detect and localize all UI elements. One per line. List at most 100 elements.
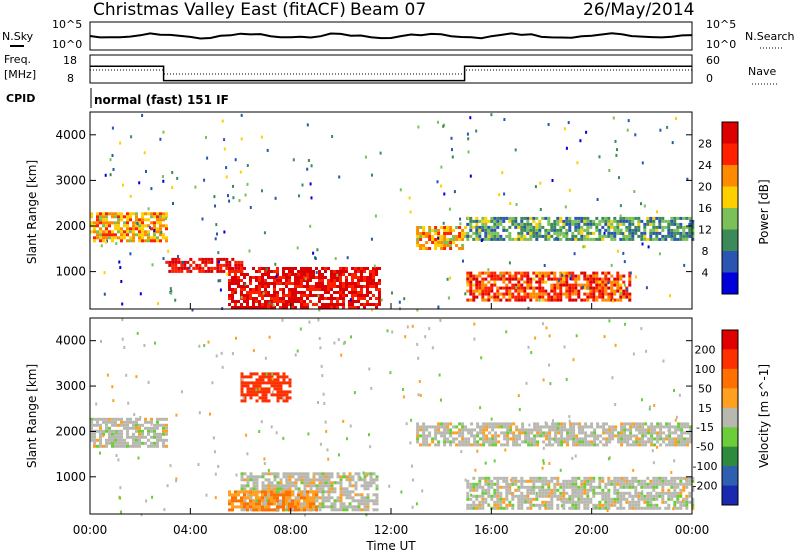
- power-echo-cell: [437, 229, 441, 232]
- velocity-echo-cell: [530, 440, 534, 444]
- velocity-echo-cell: [587, 443, 591, 447]
- power-echo-cell: [285, 279, 288, 282]
- power-echo-cell: [237, 306, 240, 309]
- power-echo-cell: [458, 232, 462, 235]
- power-echo-cell: [532, 286, 536, 290]
- velocity-echo-cell: [691, 497, 695, 501]
- power-echo-cell: [288, 303, 291, 306]
- power-echo-cell: [484, 234, 488, 238]
- power-echo-cell: [255, 291, 258, 294]
- power-echo-cell: [147, 212, 150, 216]
- velocity-echo-cell: [147, 438, 150, 442]
- velocity-echo-cell: [596, 425, 600, 429]
- power-echo-cell: [210, 257, 214, 261]
- velocity-echo-cell: [138, 441, 141, 445]
- power-echo-cell: [327, 267, 330, 270]
- velocity-echo-cell: [270, 472, 274, 476]
- velocity-echo-cell: [508, 491, 512, 495]
- power-echo-cell: [186, 269, 190, 273]
- power-scatter-cell: [464, 292, 467, 296]
- power-scatter-cell: [148, 226, 151, 229]
- power-echo-cell: [487, 271, 491, 275]
- velocity-echo-cell: [258, 378, 262, 382]
- velocity-scatter-cell: [641, 490, 644, 494]
- power-echo-cell: [186, 260, 190, 264]
- velocity-echo-cell: [252, 481, 256, 485]
- velocity-scatter-cell: [231, 352, 234, 356]
- power-echo-cell: [637, 234, 641, 238]
- power-echo-cell: [541, 298, 545, 302]
- velocity-echo-cell: [434, 437, 438, 441]
- velocity-echo-cell: [114, 441, 117, 445]
- velocity-echo-cell: [508, 503, 512, 507]
- power-echo-cell: [261, 306, 264, 309]
- velocity-echo-cell: [488, 422, 492, 426]
- power-echo-cell: [586, 237, 590, 241]
- velocity-echo-cell: [354, 484, 358, 488]
- velocity-scatter-cell: [428, 327, 431, 331]
- power-echo-cell: [228, 282, 231, 285]
- power-echo-cell: [526, 231, 530, 235]
- power-scatter-cell: [159, 137, 162, 141]
- power-echo-cell: [547, 216, 551, 220]
- power-echo-cell: [99, 218, 102, 222]
- power-echo-cell: [532, 225, 536, 229]
- velocity-echo-cell: [658, 491, 662, 495]
- power-echo-cell: [514, 274, 518, 278]
- power-echo-cell: [691, 234, 695, 238]
- power-echo-cell: [126, 239, 129, 243]
- velocity-echo-cell: [601, 476, 605, 480]
- velocity-echo-cell: [577, 488, 581, 492]
- velocity-echo-cell: [667, 482, 671, 486]
- velocity-echo-cell: [640, 491, 644, 495]
- power-echo-cell: [562, 280, 566, 284]
- velocity-echo-cell: [547, 500, 551, 504]
- velocity-echo-cell: [614, 434, 618, 438]
- velocity-echo-cell: [240, 375, 244, 379]
- velocity-echo-cell: [96, 420, 99, 424]
- velocity-echo-cell: [264, 396, 268, 400]
- velocity-echo-cell: [294, 496, 298, 500]
- velocity-echo-cell: [551, 425, 555, 429]
- power-echo-cell: [613, 292, 617, 296]
- velocity-echo-cell: [587, 434, 591, 438]
- power-echo-cell: [261, 282, 264, 285]
- power-echo-cell: [502, 237, 506, 241]
- velocity-echo-cell: [487, 494, 491, 498]
- velocity-scatter-cell: [151, 495, 154, 499]
- velocity-echo-cell: [506, 434, 510, 438]
- power-echo-cell: [246, 297, 249, 300]
- velocity-echo-cell: [476, 443, 480, 447]
- velocity-echo-cell: [533, 440, 537, 444]
- velocity-echo-cell: [661, 497, 665, 501]
- power-scatter-cell: [656, 210, 658, 214]
- velocity-echo-cell: [345, 478, 349, 482]
- power-echo-cell: [598, 280, 602, 284]
- power-echo-cell: [577, 228, 581, 232]
- power-echo-cell: [267, 282, 270, 285]
- velocity-scatter-cell: [296, 349, 299, 353]
- power-echo-cell: [520, 231, 524, 235]
- power-echo-cell: [625, 228, 629, 232]
- power-echo-cell: [228, 263, 232, 267]
- velocity-echo-cell: [488, 443, 492, 447]
- velocity-echo-cell: [688, 476, 692, 480]
- velocity-echo-cell: [466, 482, 470, 486]
- velocity-echo-cell: [545, 425, 549, 429]
- velocity-echo-cell: [677, 428, 681, 432]
- power-echo-cell: [231, 288, 234, 291]
- velocity-echo-cell: [159, 438, 162, 442]
- power-echo-cell: [192, 260, 196, 264]
- velocity-echo-cell: [339, 499, 343, 503]
- velocity-echo-cell: [228, 490, 231, 494]
- power-echo-cell: [276, 294, 279, 297]
- power-echo-cell: [553, 228, 557, 232]
- velocity-echo-cell: [246, 381, 250, 385]
- power-echo-cell: [556, 219, 560, 223]
- velocity-echo-cell: [276, 381, 280, 385]
- velocity-scatter-cell: [370, 386, 373, 390]
- velocity-echo-cell: [637, 491, 641, 495]
- velocity-echo-cell: [652, 482, 656, 486]
- velocity-echo-cell: [156, 420, 159, 424]
- velocity-echo-cell: [646, 485, 650, 489]
